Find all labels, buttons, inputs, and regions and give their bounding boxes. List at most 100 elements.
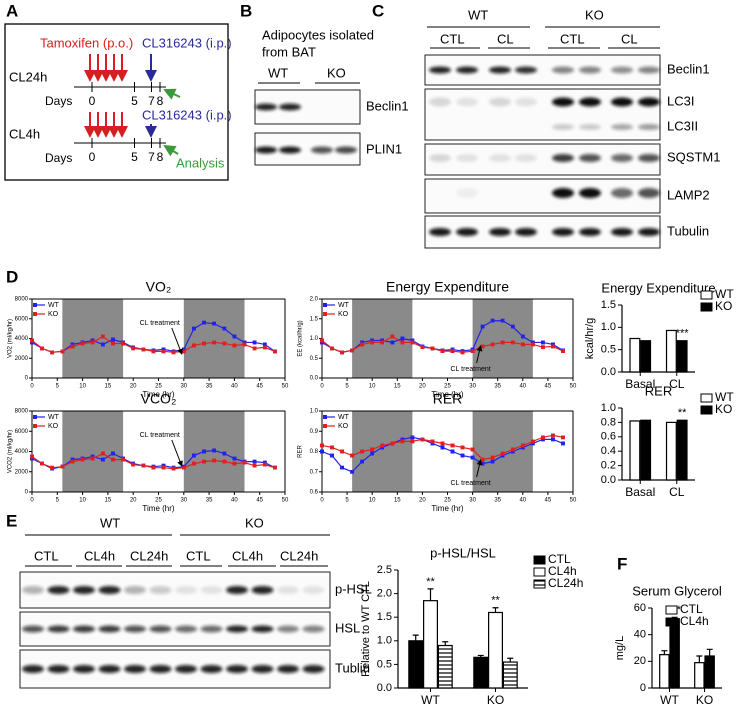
blot-band	[429, 228, 451, 236]
condition-label: CL24h	[130, 548, 168, 563]
x-tick-label: 35	[494, 498, 501, 504]
bar	[694, 662, 705, 689]
legend-swatch	[700, 393, 713, 403]
annotation-arrow	[171, 439, 183, 467]
x-tick-label: 35	[206, 498, 213, 504]
blot-row-label: SQSTM1	[667, 149, 720, 164]
row-label: CL24h	[9, 69, 47, 84]
x-tick-label: 15	[394, 384, 401, 390]
condition-label: CL4h	[84, 548, 115, 563]
blot-band	[124, 586, 146, 594]
x-tick-label: CL	[669, 485, 685, 499]
tamoxifen-arrows	[84, 112, 128, 138]
blot-band	[226, 586, 248, 594]
x-axis-label: Time (hr)	[431, 504, 463, 513]
blot-band	[22, 586, 44, 594]
x-tick-label: 30	[180, 498, 187, 504]
blot-band	[611, 97, 633, 107]
x-tick-label: 30	[180, 384, 187, 390]
blot-row-label: Beclin1	[366, 98, 409, 113]
annotation-arrow	[476, 345, 483, 364]
y-tick-label: 0.0	[601, 366, 616, 378]
blot-band	[489, 97, 511, 107]
blot-band	[251, 665, 274, 673]
x-tick-label: Basal	[625, 377, 655, 391]
blot-band	[175, 625, 197, 633]
series-line	[320, 433, 565, 462]
x-tick-label: 25	[444, 384, 451, 390]
blot-band	[47, 665, 70, 673]
blot-band	[638, 154, 660, 162]
blot-title: from BAT	[262, 44, 316, 59]
tamoxifen-arrows	[84, 54, 128, 82]
blot-band	[255, 146, 277, 154]
x-tick-label: 10	[369, 498, 376, 504]
blot-band	[73, 665, 95, 673]
blot-band	[302, 586, 325, 594]
legend-label: CL4h	[548, 564, 577, 578]
bar	[473, 656, 489, 689]
day-label: 0	[89, 150, 96, 164]
blot-band	[638, 188, 660, 198]
blot-band	[429, 97, 451, 107]
days-label: Days	[45, 94, 72, 108]
x-tick-label: 45	[256, 384, 263, 390]
panel-a-frame	[4, 23, 229, 181]
blot-band	[279, 146, 301, 154]
annotation: CL treatment	[140, 320, 180, 327]
x-axis-label: Time (hr)	[142, 390, 174, 399]
x-axis-label: Time (hr)	[142, 504, 174, 513]
error-bar	[412, 634, 419, 641]
y-tick-label: 1.0	[601, 321, 616, 333]
day-label: 8	[157, 94, 164, 108]
x-tick-label: 40	[231, 384, 238, 390]
legend-label: CTL	[680, 602, 703, 616]
day-label: 8	[157, 150, 164, 164]
x-tick-label: 25	[155, 498, 162, 504]
y-tick-label: 0.6	[601, 431, 616, 443]
series-line	[320, 334, 565, 355]
blot-band	[638, 228, 660, 236]
x-tick-label: WT	[421, 693, 440, 707]
x-tick-label: 50	[282, 384, 289, 390]
blot-band	[579, 188, 601, 198]
blot-band	[515, 154, 537, 162]
legend-label: KO	[338, 311, 349, 318]
chart-title: VCO₂	[141, 391, 177, 407]
x-tick-label: CL	[669, 377, 685, 391]
bar	[665, 421, 677, 481]
blot-band	[277, 625, 299, 633]
x-tick-label: 50	[570, 498, 577, 504]
x-tick-label: 15	[105, 498, 112, 504]
cl-label: CL316243 (i.p.)	[142, 107, 232, 122]
blot-band	[311, 146, 333, 154]
blot-band	[124, 665, 146, 673]
chart-title: Energy Expenditure	[386, 279, 509, 295]
blot-band	[579, 228, 601, 236]
annotation-arrow	[171, 327, 183, 355]
dark-period	[183, 299, 245, 378]
legend-label: KO	[338, 423, 349, 430]
blot-band	[251, 625, 274, 633]
y-tick-label: 0.9	[310, 429, 319, 435]
condition-label: CL24h	[280, 548, 318, 563]
group-label: KO	[585, 7, 604, 22]
y-tick-label: 0.0	[310, 376, 319, 382]
blot-row-label: LC3I	[667, 93, 694, 108]
blot-band	[47, 625, 70, 633]
x-tick-label: 20	[419, 498, 426, 504]
x-tick-label: 5	[345, 384, 349, 390]
annotation-arrow	[476, 459, 483, 478]
blot-band	[251, 586, 274, 594]
blot-band	[98, 586, 121, 594]
legend-label: KO	[48, 311, 59, 318]
chart-title: RER	[433, 391, 463, 407]
blot-band	[456, 154, 478, 162]
blot-band	[515, 228, 537, 236]
legend-swatch	[533, 579, 546, 589]
annotation: CL treatment	[450, 480, 490, 487]
y-tick-label: 4000	[15, 449, 29, 455]
x-tick-label: 10	[79, 384, 86, 390]
blot-band	[175, 586, 197, 594]
x-tick-label: 15	[105, 384, 112, 390]
